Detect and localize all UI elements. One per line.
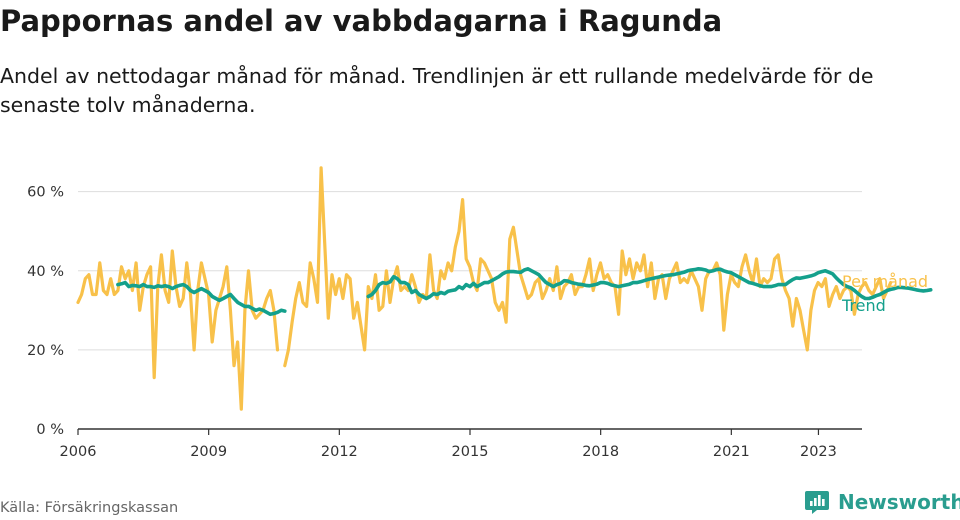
x-tick-label: 2018	[582, 444, 619, 460]
series-line-trend	[116, 267, 933, 317]
legend-label-per-manad: Per månad	[842, 272, 928, 291]
x-tick-label: 2021	[713, 444, 750, 460]
x-tick-label: 2023	[800, 444, 837, 460]
y-tick-label: 40 %	[27, 264, 64, 280]
legend-label-trend: Trend	[841, 296, 886, 315]
x-tick-label: 2015	[452, 444, 489, 460]
x-tick-label: 2009	[190, 444, 227, 460]
chart-title: Pappornas andel av vabbdagarna i Ragunda	[0, 4, 723, 38]
brand-logo[interactable]: Newsworthy	[804, 489, 960, 515]
y-tick-label: 60 %	[27, 185, 64, 201]
source-note: Källa: Försäkringskassan	[0, 500, 179, 516]
brand-name: Newsworthy	[838, 490, 960, 514]
newsworthy-logo-icon	[805, 491, 829, 514]
x-tick-label: 2012	[321, 444, 358, 460]
y-tick-label: 0 %	[36, 422, 64, 438]
chart-subtitle: Andel av nettodagar månad för månad. Tre…	[0, 64, 874, 117]
series-line-per-manad	[76, 166, 893, 411]
x-tick-label: 2006	[60, 444, 97, 460]
y-tick-label: 20 %	[27, 343, 64, 359]
